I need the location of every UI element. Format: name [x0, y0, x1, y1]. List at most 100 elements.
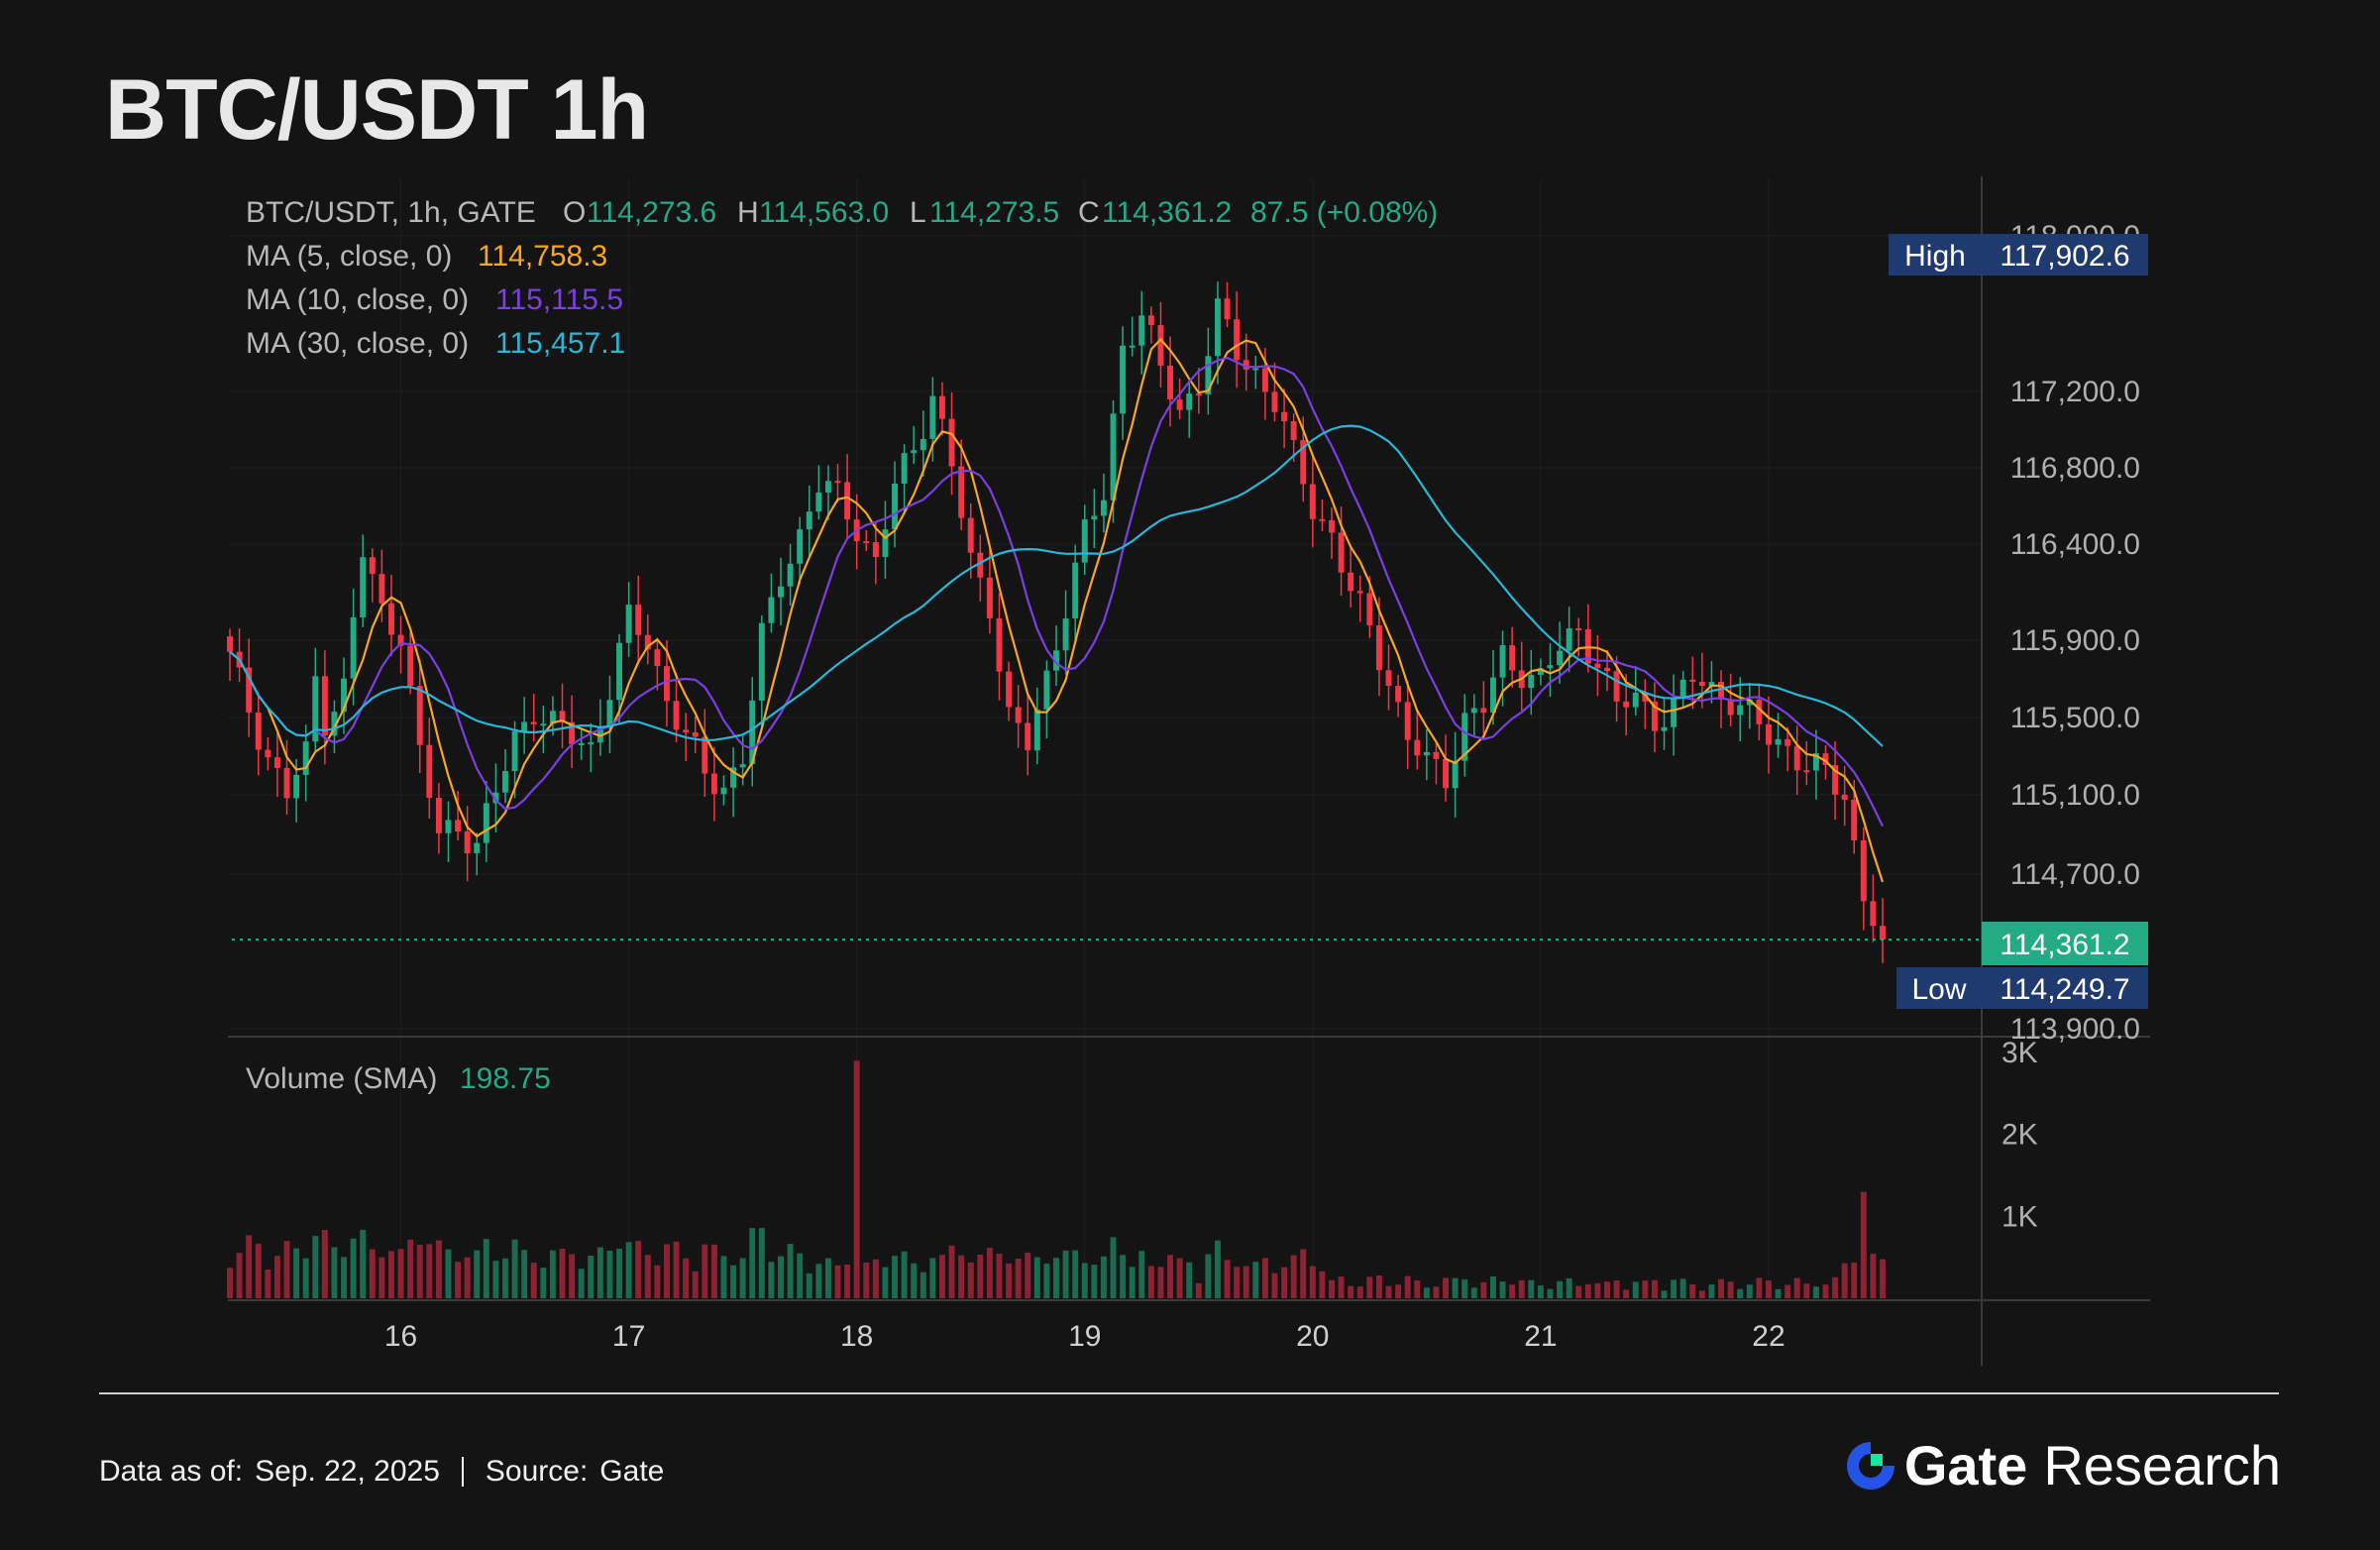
- candle-body: [797, 529, 804, 564]
- legend-o-value: 114,273.6: [587, 196, 716, 229]
- footer-separator: [461, 1457, 464, 1487]
- volume-bar: [1642, 1280, 1649, 1298]
- volume-bar: [1537, 1285, 1544, 1298]
- volume-bar: [492, 1261, 499, 1298]
- candle-body: [407, 645, 414, 687]
- volume-bar: [1290, 1255, 1297, 1298]
- volume-bar: [350, 1238, 357, 1298]
- time-tick-label: 18: [840, 1320, 873, 1353]
- candle-body: [435, 798, 442, 833]
- candle-body: [911, 450, 918, 454]
- candle-body: [1746, 699, 1753, 706]
- volume-bar: [1195, 1282, 1202, 1298]
- candle-body: [844, 482, 851, 520]
- volume-bar: [1138, 1251, 1145, 1298]
- volume-bar: [1224, 1260, 1231, 1298]
- volume-bar: [1309, 1266, 1316, 1298]
- candle-body: [1120, 345, 1127, 414]
- volume-bar: [445, 1249, 452, 1298]
- candle-body: [549, 711, 556, 724]
- candle-body: [416, 686, 423, 745]
- candle-body: [758, 622, 765, 701]
- candle-body: [768, 597, 775, 623]
- volume-bar: [787, 1244, 794, 1298]
- legend-volume-label: Volume (SMA): [246, 1062, 437, 1095]
- candle-body: [464, 831, 471, 853]
- high-label: High: [1904, 240, 1966, 273]
- candle-body: [1727, 699, 1734, 716]
- volume-bar: [1205, 1254, 1212, 1298]
- legend-change: 87.5 (+0.08%): [1250, 196, 1438, 229]
- candle-body: [986, 577, 993, 618]
- candle-body: [920, 438, 926, 451]
- candle-body: [1423, 751, 1430, 756]
- volume-bar: [986, 1248, 993, 1298]
- data-as-of-label: Data as of:: [99, 1455, 244, 1488]
- volume-bar: [635, 1241, 642, 1298]
- candle-body: [511, 730, 518, 772]
- volume-bar: [1423, 1287, 1430, 1298]
- candle-body: [1300, 440, 1307, 485]
- high-marker: High 117,902.6: [1889, 234, 2148, 276]
- volume-bar: [1480, 1281, 1487, 1298]
- candle-body: [616, 642, 623, 701]
- volume-bar: [1319, 1271, 1326, 1298]
- candle-body: [863, 541, 870, 544]
- candle-body: [663, 666, 670, 702]
- candle-body: [824, 481, 831, 494]
- price-chart[interactable]: 118,000.0117,200.0116,800.0116,400.0115,…: [0, 0, 2380, 1387]
- candle-body: [246, 667, 253, 713]
- volume-bar: [1375, 1275, 1382, 1298]
- candle-body: [1557, 650, 1564, 666]
- legend-ma10-label: MA (10, close, 0): [246, 283, 469, 316]
- volume-bar: [1452, 1277, 1459, 1298]
- ma30-line: [229, 424, 1884, 747]
- price-tick-label: 116,800.0: [2010, 452, 2140, 485]
- volume-bar: [1300, 1249, 1307, 1298]
- volume-bar: [1006, 1263, 1013, 1298]
- volume-bar: [246, 1235, 253, 1298]
- volume-bar: [1756, 1277, 1763, 1298]
- candle-body: [540, 723, 547, 726]
- volume-bar: [683, 1258, 690, 1298]
- legend-ma30-value: 115,457.1: [495, 327, 625, 360]
- page-title: BTC/USDT 1h: [105, 62, 649, 158]
- volume-bar: [824, 1258, 831, 1298]
- candle-body: [1689, 679, 1696, 682]
- candle-body: [1319, 518, 1326, 521]
- volume-bar: [1033, 1257, 1040, 1298]
- volume-bar: [283, 1241, 290, 1298]
- candle-body: [1395, 686, 1402, 703]
- volume-bar: [1243, 1266, 1249, 1298]
- volume-bar: [1737, 1288, 1744, 1298]
- candle-body: [1604, 667, 1610, 672]
- candle-body: [1404, 702, 1411, 740]
- volume-bar: [360, 1229, 367, 1298]
- candle-body: [654, 649, 661, 667]
- candle-body: [530, 721, 537, 724]
- candle-body: [1025, 722, 1031, 751]
- volume-bar: [1671, 1279, 1677, 1298]
- candle-body: [872, 542, 879, 557]
- volume-bar: [407, 1239, 414, 1298]
- volume-bar: [1509, 1284, 1516, 1298]
- candle-body: [1157, 325, 1164, 366]
- candle-body: [683, 729, 690, 733]
- volume-tick-label: 2K: [2001, 1119, 2038, 1152]
- time-tick-label: 21: [1524, 1320, 1557, 1353]
- candle-body: [1062, 618, 1069, 651]
- candle-body: [474, 842, 481, 853]
- volume-bar: [265, 1269, 271, 1298]
- price-axis: 118,000.0117,200.0116,800.0116,400.0115,…: [2010, 220, 2140, 1046]
- candle-body: [312, 676, 319, 742]
- volume-bar: [255, 1243, 262, 1298]
- candle-body: [445, 820, 452, 833]
- candle-body: [1737, 705, 1744, 716]
- volume-bar: [654, 1265, 661, 1298]
- volume-bar: [1053, 1258, 1059, 1298]
- volume-bar: [863, 1262, 870, 1298]
- candle-body: [625, 605, 632, 643]
- volume-bar: [455, 1262, 462, 1298]
- volume-bar: [1470, 1287, 1477, 1298]
- volume-bar: [749, 1228, 756, 1298]
